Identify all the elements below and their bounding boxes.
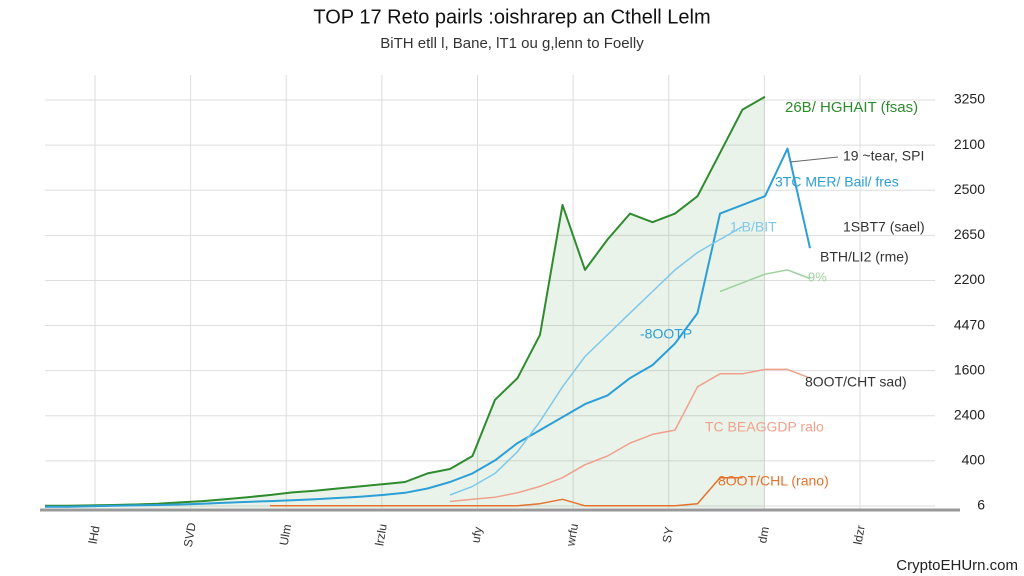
series-label: 8OOT/CHL (rano)	[718, 473, 829, 489]
right-axis-label: 2400	[954, 406, 985, 422]
x-tick-label: lHd	[86, 525, 103, 545]
annotation: 1SBT7 (sael)	[843, 219, 925, 235]
line	[270, 476, 743, 507]
right-axis-label: 2500	[954, 181, 985, 197]
line	[449, 368, 811, 503]
x-tick-label: dm	[755, 525, 772, 544]
right-axis-label: 6	[977, 497, 985, 513]
annotation: BTH/LI2 (rme)	[820, 249, 909, 265]
right-axis-label: 400	[962, 452, 986, 468]
series-label: 26B/ HGHAIT (fsas)	[785, 99, 918, 116]
x-tick-label: wrfu	[563, 522, 581, 548]
x-tick-label: SVD	[181, 521, 199, 548]
line	[45, 95, 766, 507]
series-label: 1.B/BIT	[730, 219, 777, 235]
right-axis-label: 2650	[954, 226, 985, 242]
line	[449, 225, 743, 496]
x-tick-label: SY	[660, 526, 677, 544]
annotation: -8OOTP	[640, 326, 692, 342]
right-axis-label: 1600	[954, 361, 985, 377]
x-tick-label: Ulm	[277, 523, 294, 546]
right-axis-label: 2100	[954, 136, 985, 152]
right-axis-label: 2200	[954, 271, 985, 287]
chart-subtitle: BiTH etll l, Bane, lT1 ou g,lenn to Foel…	[380, 35, 644, 52]
right-axis-label: 4470	[954, 316, 985, 332]
x-tick-label: ldzr	[851, 524, 868, 545]
footer: CryptoEHUrn.com	[896, 557, 1018, 574]
chart-title: TOP 17 Reto pairls :oishrarep an Cthell …	[313, 6, 710, 28]
right-axis-label: 3250	[954, 91, 985, 107]
line	[719, 269, 811, 293]
series-label: 9%	[808, 269, 827, 284]
annotation: 19 ~tear, SPI	[843, 148, 924, 164]
line	[45, 147, 811, 508]
series-label: 3TC MER/ Bail/ fres	[775, 174, 899, 190]
x-tick-label: lrzlu	[372, 523, 390, 547]
annotation: 8OOT/CHT sad)	[805, 374, 907, 390]
leader-line	[789, 156, 839, 163]
x-tick-label: ufy	[468, 526, 485, 544]
series-label: TC BEAGGDP ralo	[705, 419, 824, 435]
area	[45, 96, 765, 508]
